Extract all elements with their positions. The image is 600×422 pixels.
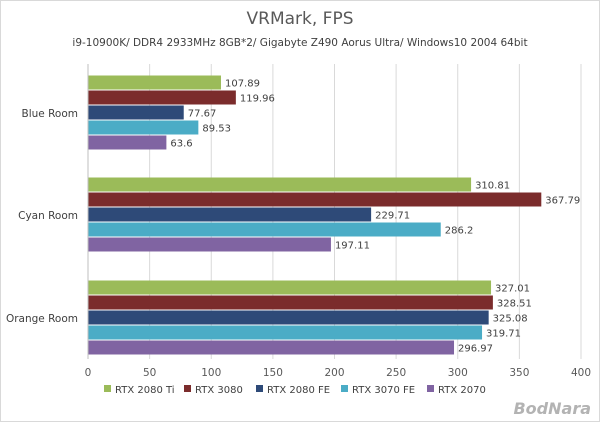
bar xyxy=(88,237,331,252)
data-label: 119.96 xyxy=(240,94,275,105)
data-label: 197.11 xyxy=(335,241,370,252)
data-label: 327.01 xyxy=(495,284,530,295)
legend-label: RTX 2070 xyxy=(438,385,486,396)
legend-label: RTX 3070 FE xyxy=(352,385,415,396)
legend-label: RTX 3080 xyxy=(195,385,243,396)
data-label: 319.71 xyxy=(486,329,521,340)
category-label: Blue Room xyxy=(22,108,78,120)
bar xyxy=(88,310,489,325)
x-tick-label: 400 xyxy=(571,367,591,379)
bar xyxy=(88,222,441,237)
legend: RTX 2080 Ti RTX 3080 RTX 2080 FE RTX 3070 F… xyxy=(104,385,486,396)
bar xyxy=(88,135,167,150)
bars: 107.89 119.96 77.67 89.53 63.6 310.81 367.79 22… xyxy=(88,75,580,355)
data-label: 286.2 xyxy=(445,226,474,237)
bar xyxy=(88,340,455,355)
legend-swatch xyxy=(341,385,348,392)
x-tick-label: 300 xyxy=(448,367,468,379)
data-label: 77.67 xyxy=(188,109,217,120)
bar xyxy=(88,75,221,90)
x-tick-label: 350 xyxy=(509,367,529,379)
data-label: 325.08 xyxy=(493,314,528,325)
x-tick-label: 100 xyxy=(201,367,221,379)
data-label: 63.6 xyxy=(170,139,192,150)
bar xyxy=(88,90,236,105)
legend-swatch xyxy=(104,385,111,392)
x-tick-label: 50 xyxy=(143,367,156,379)
data-label: 328.51 xyxy=(497,299,532,310)
bar xyxy=(88,280,492,295)
bar xyxy=(88,177,472,192)
legend-swatch xyxy=(184,385,191,392)
bar xyxy=(88,192,542,207)
data-label: 296.97 xyxy=(458,344,493,355)
axes: 0 50 100 150 200 250 300 350 400 Blue Room Cyan Ro… xyxy=(6,64,591,379)
legend-label: RTX 2080 FE xyxy=(267,385,330,396)
legend-swatch xyxy=(256,385,263,392)
data-label: 89.53 xyxy=(202,124,231,135)
legend-label: RTX 2080 Ti xyxy=(115,385,175,396)
bar xyxy=(88,120,199,135)
data-label: 107.89 xyxy=(225,79,260,90)
data-label: 367.79 xyxy=(545,196,580,207)
legend-swatch xyxy=(427,385,434,392)
bar xyxy=(88,207,372,222)
category-label: Orange Room xyxy=(6,313,78,325)
watermark-logo: BodNara xyxy=(513,399,591,418)
category-label: Cyan Room xyxy=(18,210,78,222)
x-tick-label: 150 xyxy=(263,367,283,379)
chart-subtitle: i9-10900K/ DDR4 2933MHz 8GB*2/ Gigabyte … xyxy=(72,37,527,49)
bar xyxy=(88,295,493,310)
x-tick-label: 0 xyxy=(85,367,92,379)
data-label: 229.71 xyxy=(375,211,410,222)
x-tick-label: 250 xyxy=(386,367,406,379)
chart-title: VRMark, FPS xyxy=(247,9,354,29)
bar xyxy=(88,325,483,340)
x-tick-label: 200 xyxy=(324,367,344,379)
data-label: 310.81 xyxy=(475,181,510,192)
bar xyxy=(88,105,184,120)
